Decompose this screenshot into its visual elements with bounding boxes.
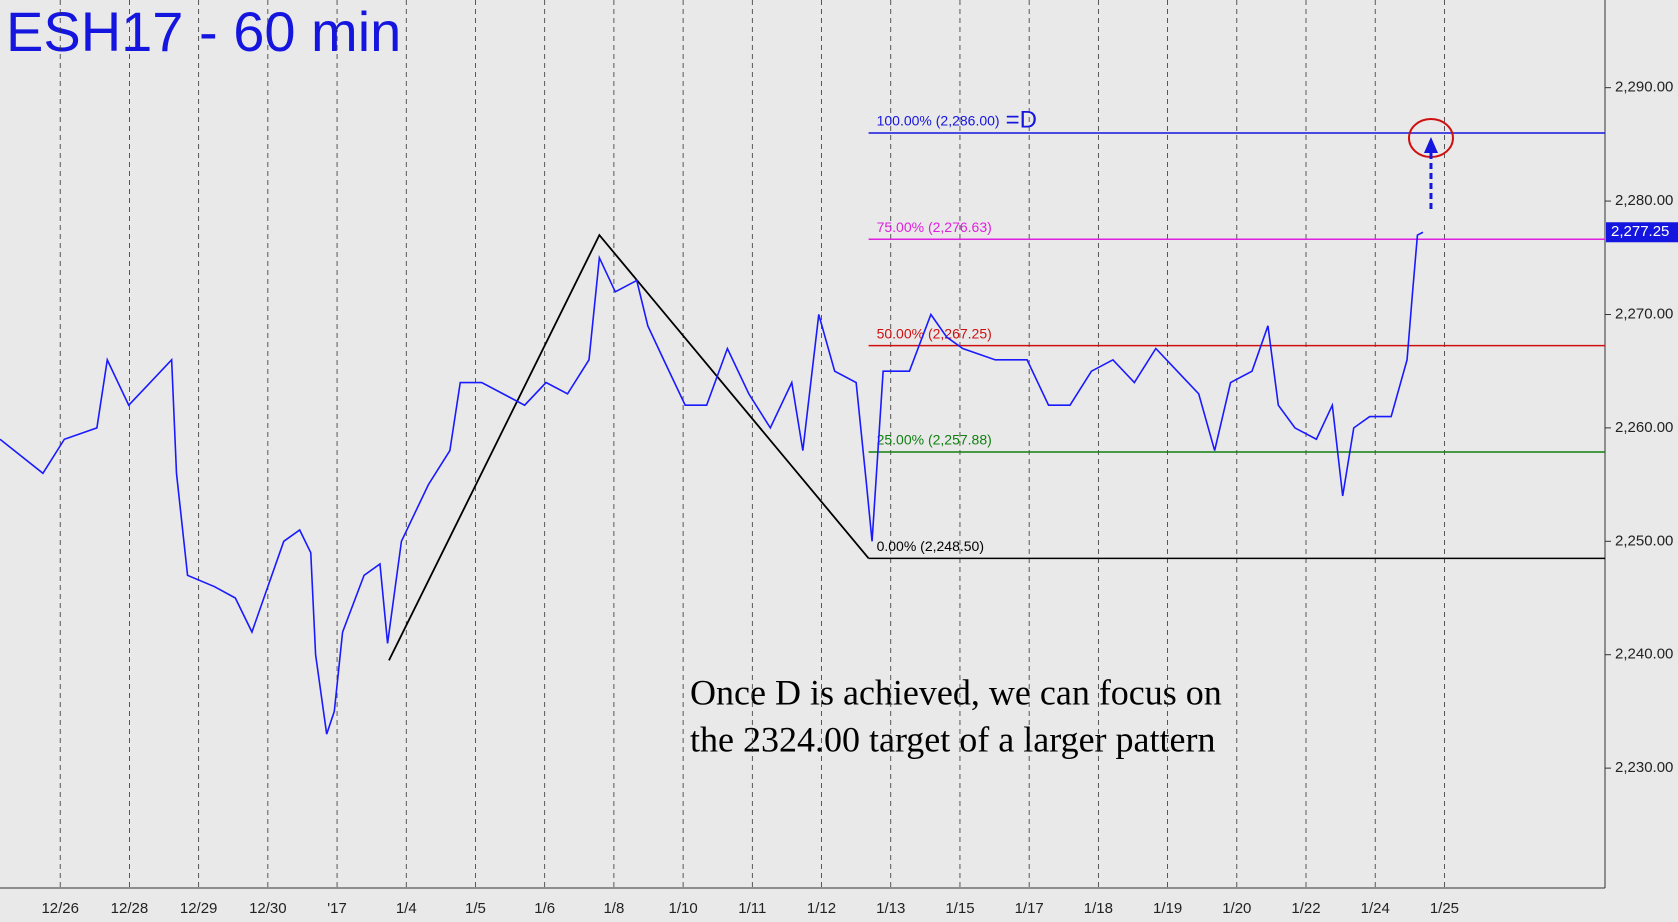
- level-label: 50.00% (2,267.25): [877, 325, 992, 341]
- x-tick-label: 1/25: [1430, 900, 1459, 917]
- last-price-label: 2,277.25: [1611, 223, 1669, 240]
- x-tick-label: 1/4: [396, 900, 417, 917]
- x-tick-label: 1/5: [465, 900, 486, 917]
- x-tick-label: 1/6: [534, 900, 555, 917]
- x-tick-label: 1/15: [945, 900, 974, 917]
- x-tick-label: 1/19: [1153, 900, 1182, 917]
- annotation: Once D is achieved, we can focus on: [690, 672, 1222, 712]
- x-tick-label: '17: [327, 900, 347, 917]
- last-price-box: [1606, 222, 1678, 243]
- x-tick-label: 1/24: [1361, 900, 1390, 917]
- y-tick-label: 2,290.00: [1615, 79, 1673, 96]
- x-tick-label: 1/8: [603, 900, 624, 917]
- y-tick-label: 2,230.00: [1615, 759, 1673, 776]
- x-tick-label: 1/20: [1222, 900, 1251, 917]
- level-label: 0.00% (2,248.50): [877, 538, 984, 554]
- level-label: 75.00% (2,276.63): [877, 219, 992, 235]
- y-tick-label: 2,240.00: [1615, 646, 1673, 663]
- x-tick-label: 12/26: [41, 900, 79, 917]
- x-tick-label: 1/18: [1084, 900, 1113, 917]
- x-tick-label: 1/12: [807, 900, 836, 917]
- pattern-line: [388, 233, 870, 661]
- x-tick-label: 12/30: [249, 900, 287, 917]
- x-tick-label: 12/28: [111, 900, 149, 917]
- x-tick-label: 1/17: [1015, 900, 1044, 917]
- level-label: 25.00% (2,257.88): [877, 432, 992, 448]
- annotation: the 2324.00 target of a larger pattern: [690, 719, 1215, 759]
- level-label: 100.00% (2,286.00): [877, 113, 1000, 129]
- x-tick-label: 1/10: [669, 900, 698, 917]
- y-tick-label: 2,280.00: [1615, 192, 1673, 209]
- y-tick-label: 2,270.00: [1615, 305, 1673, 322]
- price-line: [0, 231, 1424, 735]
- x-tick-label: 1/13: [876, 900, 905, 917]
- x-tick-label: 1/22: [1291, 900, 1320, 917]
- y-tick-label: 2,250.00: [1615, 532, 1673, 549]
- y-tick-label: 2,260.00: [1615, 419, 1673, 436]
- x-tick-label: 12/29: [180, 900, 218, 917]
- chart-title: ESH17 - 60 min: [6, 0, 401, 63]
- x-tick-label: 1/11: [738, 900, 766, 917]
- arrow-head: [1423, 137, 1438, 154]
- target-label: =D: [1006, 106, 1037, 133]
